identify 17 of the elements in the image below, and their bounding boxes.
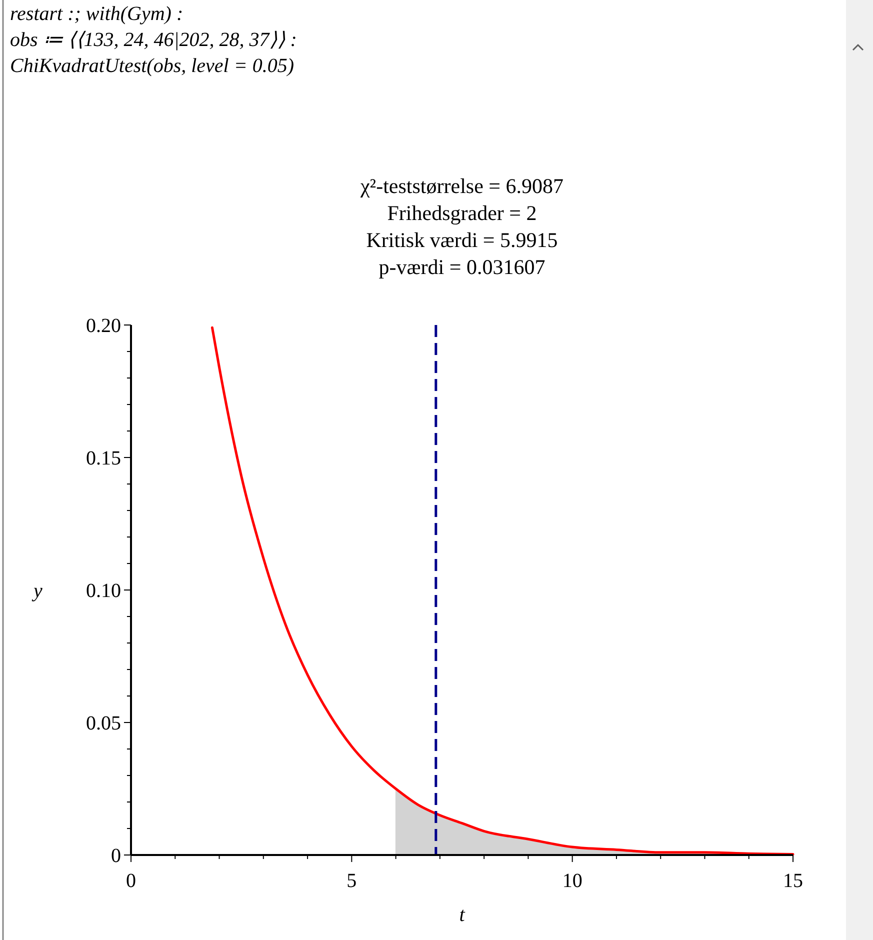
text: restart :; with(Gym) : <box>10 3 184 25</box>
chart-subtitle: Frihedsgrader = 2 Kritisk værdi = 5.9915 p-værdi = 0.031607 <box>366 201 558 279</box>
y-tick-label: 0.15 <box>86 448 121 470</box>
x-tick-label: 15 <box>783 870 803 892</box>
y-axis-title: y <box>32 580 43 602</box>
y-tick-label: 0 <box>111 845 121 867</box>
y-tick-label: 0.10 <box>86 580 121 602</box>
y-tick-label: 0.20 <box>86 315 121 337</box>
text: ChiKvadratUtest(obs, level = 0.05) <box>10 55 294 77</box>
line-series <box>210 326 794 856</box>
x-tick-label: 0 <box>126 870 136 892</box>
chart-title: χ²-teststørrelse = 6.9087 <box>359 174 564 198</box>
y-tick-label: 0.05 <box>86 712 121 734</box>
x-tick-label: 10 <box>562 870 582 892</box>
text: obs ≔ ⟨⟨133, 24, 46|202, 28, 37⟩⟩ : <box>10 29 297 51</box>
x-axis-title: t <box>459 904 466 926</box>
x-tick-label: 5 <box>346 870 357 892</box>
